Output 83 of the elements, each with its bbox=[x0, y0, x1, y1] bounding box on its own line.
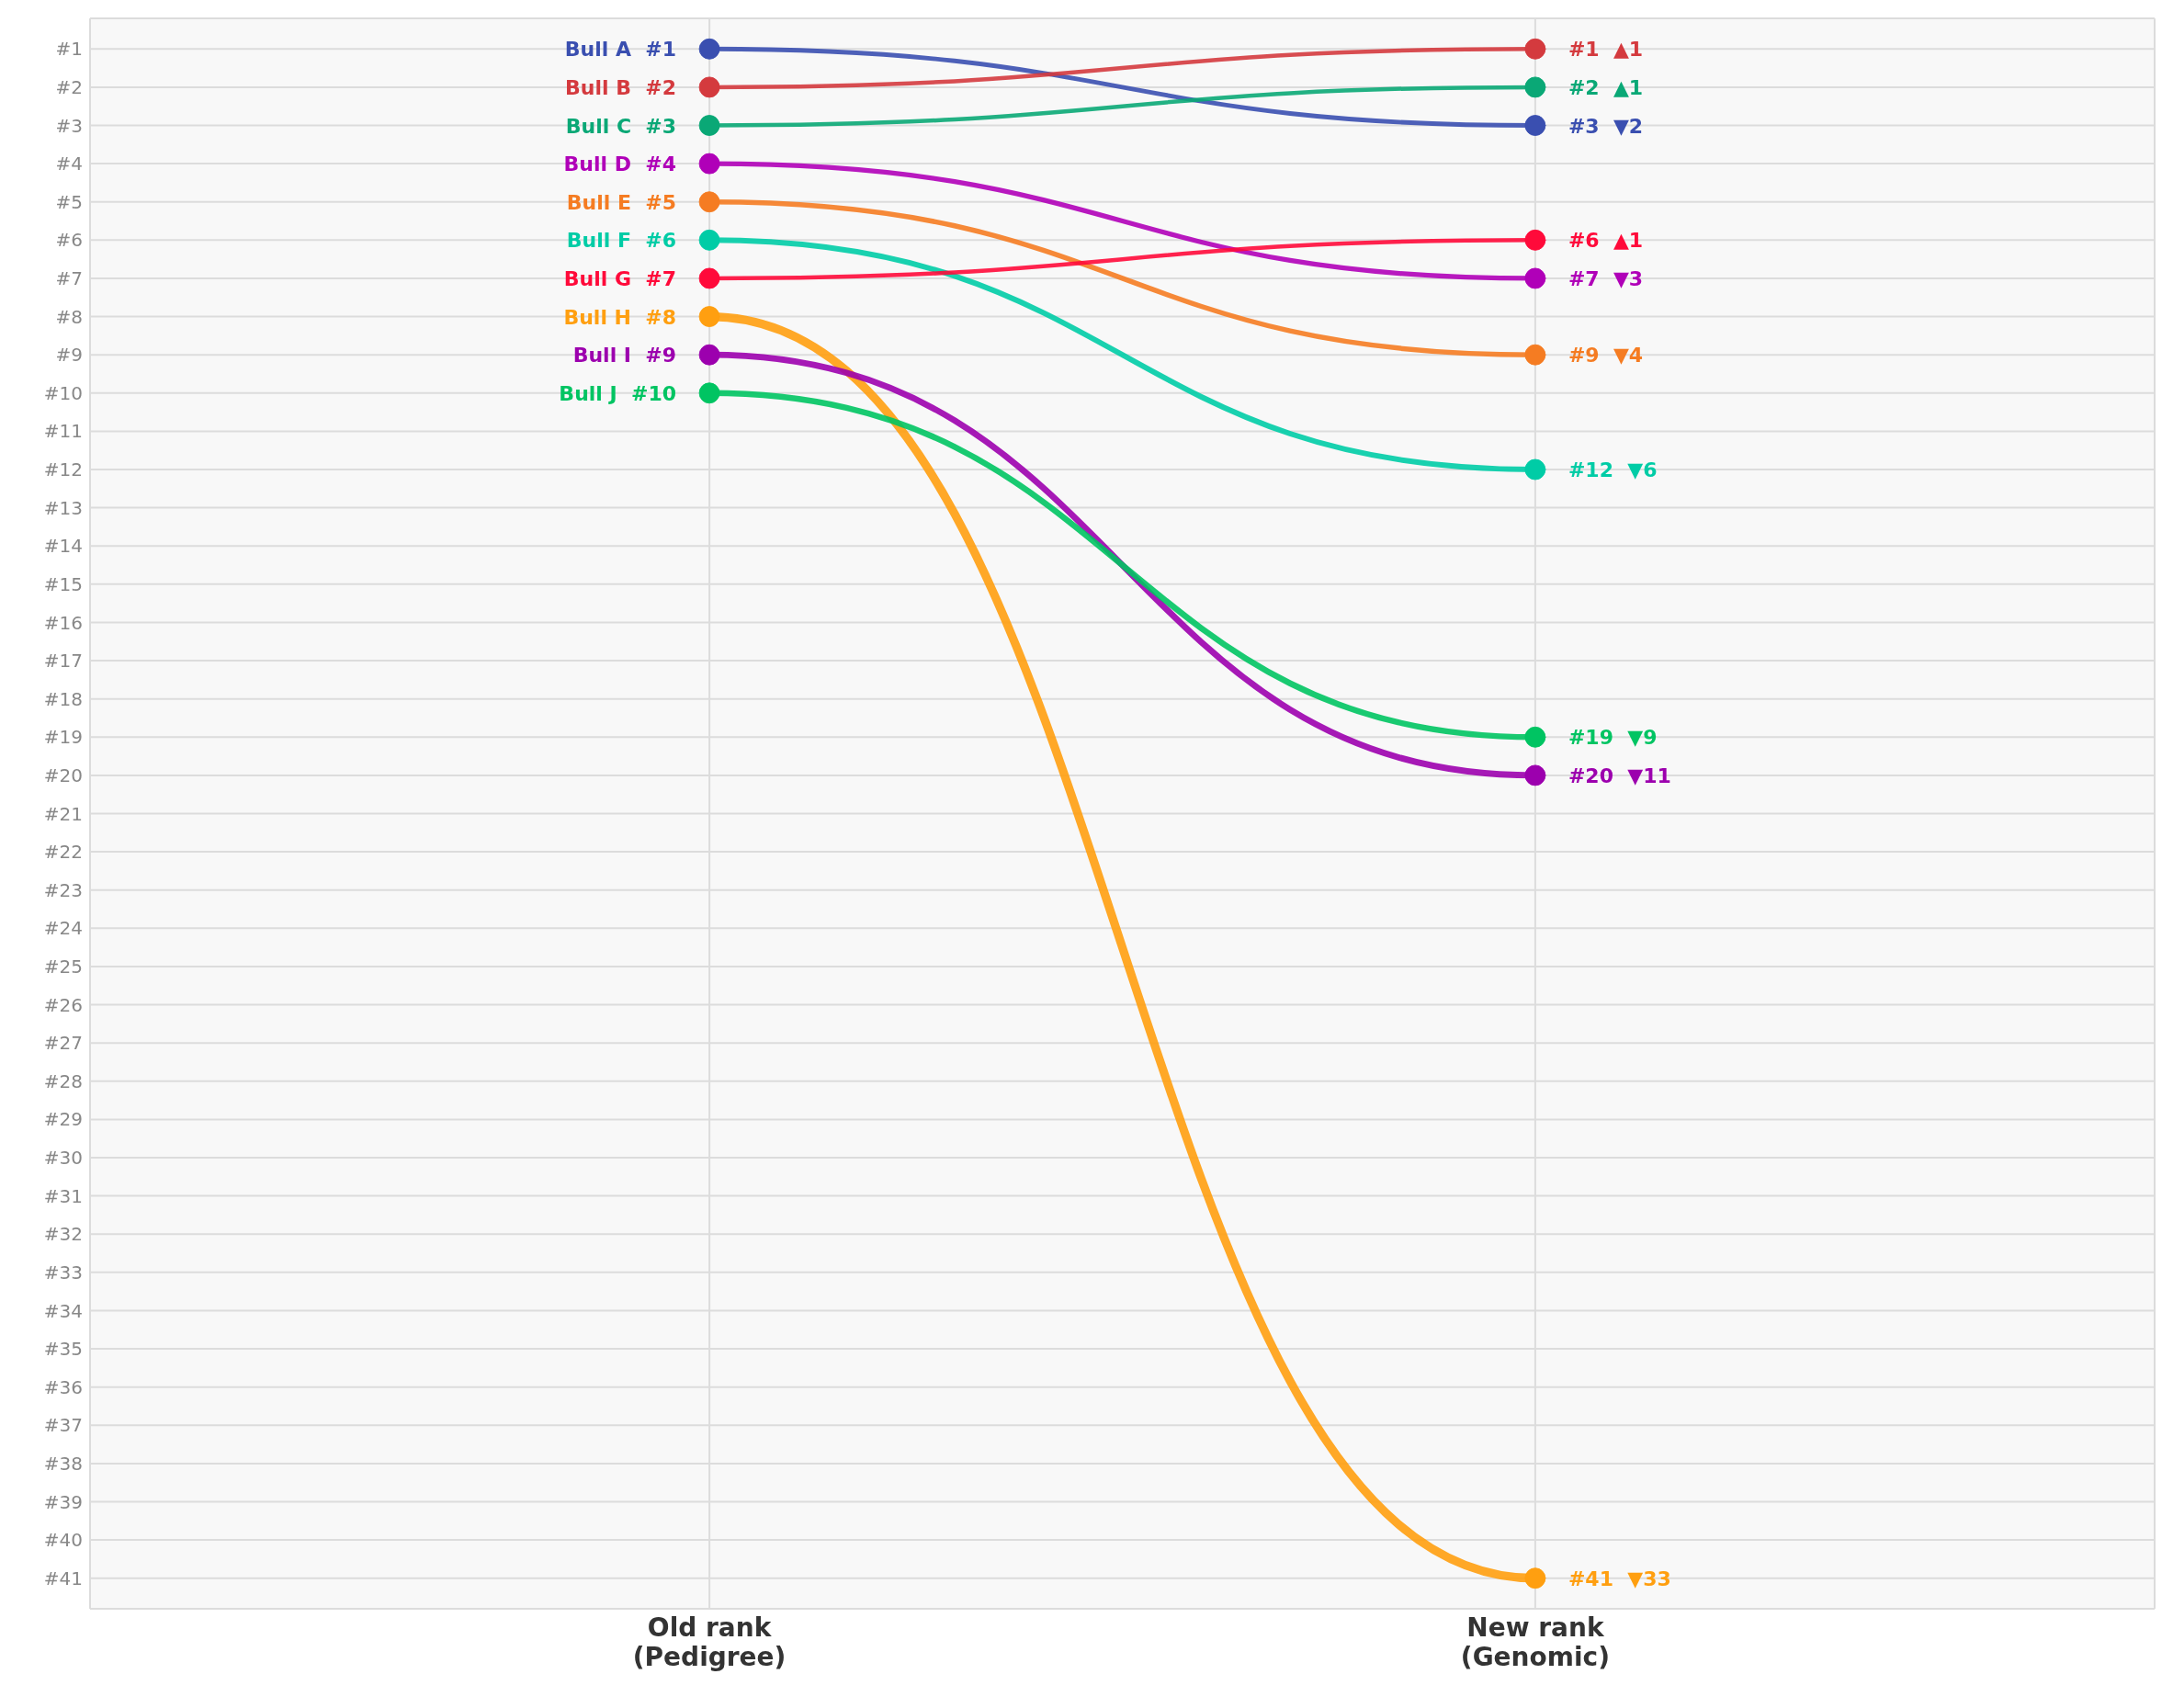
point bbox=[1524, 726, 1546, 748]
y-tick-label: #6 bbox=[55, 229, 83, 252]
data-label: #20 ▼11 bbox=[1568, 764, 1671, 787]
point bbox=[698, 267, 720, 289]
y-tick-label: #26 bbox=[43, 993, 83, 1016]
y-tick-label: #3 bbox=[55, 114, 83, 137]
point bbox=[1524, 229, 1546, 251]
point bbox=[698, 229, 720, 251]
y-tick-label: #15 bbox=[43, 572, 83, 595]
point bbox=[698, 115, 720, 137]
text: Bull D #4 bbox=[563, 153, 677, 176]
point bbox=[1524, 458, 1546, 481]
y-tick-label: #17 bbox=[43, 650, 83, 673]
y-tick-label: #7 bbox=[55, 267, 83, 290]
x-tick-label: Old rank (Pedigree) bbox=[632, 1612, 787, 1672]
point bbox=[698, 38, 720, 60]
y-tick-label: #20 bbox=[43, 764, 83, 786]
point bbox=[698, 382, 720, 404]
data-label: #12 ▼6 bbox=[1568, 458, 1658, 481]
y-tick-label: #8 bbox=[55, 305, 83, 328]
y-tick-label: #11 bbox=[43, 420, 83, 443]
y-tick-label: #18 bbox=[43, 687, 83, 710]
data-label: #3 ▼2 bbox=[1568, 114, 1644, 138]
text: Bull F #6 bbox=[566, 229, 677, 253]
point bbox=[698, 191, 720, 213]
y-tick-label: #19 bbox=[43, 726, 83, 749]
y-tick-label: #24 bbox=[43, 917, 83, 940]
y-tick-label: #12 bbox=[43, 458, 83, 481]
data-label: #2 ▲1 bbox=[1568, 75, 1644, 99]
y-tick-label: #34 bbox=[43, 1299, 83, 1322]
y-tick-label: #38 bbox=[43, 1452, 83, 1475]
y-tick-label: #31 bbox=[43, 1184, 83, 1207]
point bbox=[1524, 764, 1546, 786]
y-tick-label: #21 bbox=[43, 802, 83, 825]
point bbox=[698, 76, 720, 98]
data-label: #7 ▼3 bbox=[1568, 266, 1644, 290]
text: Bull E #5 bbox=[566, 190, 677, 214]
y-tick-label: #27 bbox=[43, 1032, 83, 1055]
text: Bull B #2 bbox=[565, 75, 677, 99]
point bbox=[698, 306, 720, 328]
text: Bull J #10 bbox=[559, 381, 677, 405]
point bbox=[1524, 267, 1546, 289]
y-tick-label: #37 bbox=[43, 1414, 83, 1437]
y-tick-label: #30 bbox=[43, 1147, 83, 1170]
data-label: #1 ▲1 bbox=[1568, 38, 1644, 62]
y-tick-label: #9 bbox=[55, 344, 83, 367]
y-tick-label: #35 bbox=[43, 1338, 83, 1361]
data-label: #19 ▼9 bbox=[1568, 726, 1658, 750]
y-tick-label: #1 bbox=[55, 38, 83, 61]
y-tick-label: #39 bbox=[43, 1490, 83, 1513]
y-tick-label: #41 bbox=[43, 1567, 83, 1589]
text: Bull G #7 bbox=[563, 266, 677, 290]
point bbox=[1524, 38, 1546, 60]
point bbox=[698, 153, 720, 175]
y-tick-label: #33 bbox=[43, 1261, 83, 1284]
y-tick-label: #16 bbox=[43, 611, 83, 634]
y-tick-label: #29 bbox=[43, 1108, 83, 1131]
text: Bull C #3 bbox=[565, 114, 677, 138]
data-label: #9 ▼4 bbox=[1568, 344, 1644, 368]
x-tick-label: New rank (Genomic) bbox=[1460, 1612, 1610, 1672]
point bbox=[1524, 76, 1546, 98]
text: Bull I #9 bbox=[572, 344, 677, 368]
y-tick-label: #28 bbox=[43, 1069, 83, 1092]
data-label: #41 ▼33 bbox=[1568, 1567, 1671, 1590]
point bbox=[1524, 115, 1546, 137]
point bbox=[698, 344, 720, 366]
y-tick-label: #13 bbox=[43, 496, 83, 519]
y-tick-label: #5 bbox=[55, 190, 83, 213]
y-tick-label: #36 bbox=[43, 1375, 83, 1398]
data-label: #6 ▲1 bbox=[1568, 229, 1644, 253]
y-tick-label: #25 bbox=[43, 956, 83, 978]
y-tick-label: #40 bbox=[43, 1529, 83, 1552]
y-tick-label: #10 bbox=[43, 381, 83, 404]
y-tick-label: #32 bbox=[43, 1223, 83, 1246]
text: Bull A #1 bbox=[564, 38, 677, 62]
y-tick-label: #14 bbox=[43, 535, 83, 558]
y-tick-label: #4 bbox=[55, 153, 83, 175]
y-tick-label: #22 bbox=[43, 841, 83, 864]
text: Bull H #8 bbox=[563, 305, 677, 329]
y-tick-label: #23 bbox=[43, 878, 83, 901]
y-tick-label: #2 bbox=[55, 76, 83, 98]
point bbox=[1524, 344, 1546, 366]
point bbox=[1524, 1567, 1546, 1589]
